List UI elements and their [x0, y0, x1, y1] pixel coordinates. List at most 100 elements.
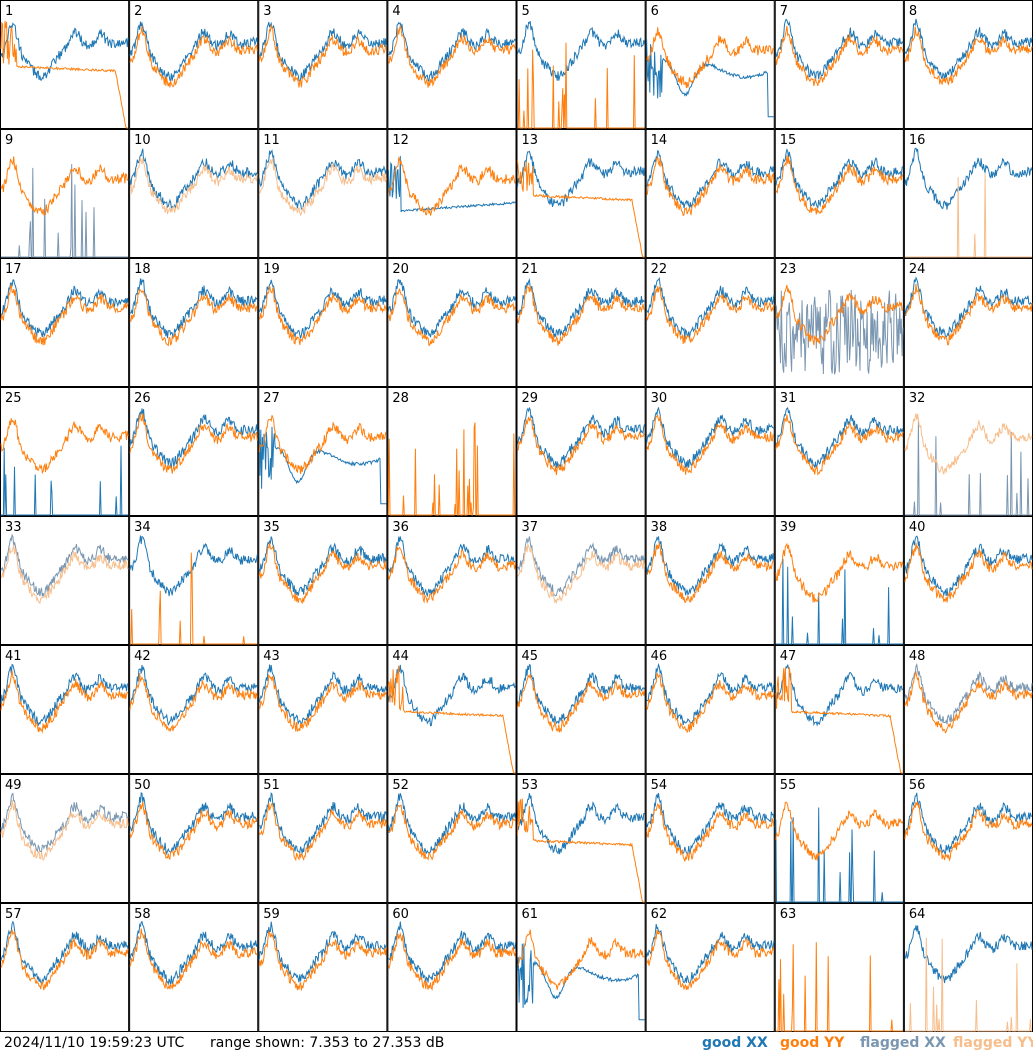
panel-number: 58	[134, 907, 151, 922]
panel-9: 9	[0, 129, 130, 258]
panel-number: 13	[522, 133, 539, 148]
panel-number: 45	[522, 649, 539, 664]
series-xx	[517, 21, 646, 81]
legend-flagged-yy: flagged YY	[953, 1035, 1033, 1051]
panel-number: 41	[5, 649, 22, 664]
series-xx	[129, 21, 258, 82]
series-yy	[387, 156, 516, 216]
panel-frame	[129, 645, 259, 774]
panel-21: 21	[516, 258, 646, 387]
panel-26: 26	[129, 387, 259, 516]
series-yy	[775, 542, 904, 603]
panel-number: 39	[780, 520, 797, 535]
series-xx	[0, 920, 129, 986]
series-yy	[517, 285, 645, 346]
series-yy	[258, 802, 387, 862]
panel-frame	[0, 129, 130, 258]
panel-58: 58	[129, 903, 259, 1032]
series-yy	[129, 801, 258, 861]
panel-number: 35	[263, 520, 280, 535]
panel-frame	[774, 0, 904, 129]
panel-number: 14	[651, 133, 668, 148]
series-yy	[646, 929, 775, 990]
panel-frame	[774, 645, 904, 774]
panel-frame	[645, 774, 775, 903]
panel-10: 10	[129, 129, 259, 258]
panel-number: 23	[780, 262, 797, 277]
panel-frame	[645, 258, 775, 387]
panel-number: 4	[392, 4, 400, 19]
series-yy	[0, 418, 129, 475]
panel-16: 16	[903, 129, 1033, 258]
series-xx	[258, 536, 387, 596]
panel-frame	[516, 774, 646, 903]
panel-frame	[0, 516, 130, 645]
panel-number: 19	[263, 262, 280, 277]
panel-number: 57	[5, 907, 22, 922]
panel-45: 45	[516, 645, 646, 774]
panel-number: 43	[263, 649, 280, 664]
panel-frame	[387, 387, 517, 516]
panel-frame	[516, 387, 646, 516]
series-yy	[646, 543, 774, 603]
panel-frame	[516, 129, 646, 258]
panel-number: 7	[780, 4, 788, 19]
series-yy	[0, 20, 129, 129]
series-yy	[517, 416, 646, 475]
panel-6: 6	[645, 0, 775, 129]
panel-24: 24	[903, 258, 1033, 387]
panel-41: 41	[0, 645, 130, 774]
panel-number: 10	[134, 133, 151, 148]
panel-frame	[774, 903, 904, 1032]
panel-number: 56	[909, 778, 926, 793]
panel-number: 27	[263, 391, 280, 406]
panel-30: 30	[645, 387, 775, 516]
series-yy	[258, 542, 387, 605]
series-yy	[904, 283, 1033, 346]
series-xx	[129, 792, 258, 856]
panel-number: 21	[522, 262, 539, 277]
series-xx	[646, 406, 775, 468]
series-yy	[129, 156, 258, 215]
panel-frame	[645, 903, 775, 1032]
series-yy	[388, 804, 516, 861]
panel-number: 61	[522, 907, 539, 922]
series-yy	[129, 672, 258, 733]
series-xx	[129, 148, 258, 210]
panel-frame	[387, 645, 517, 774]
panel-frame	[387, 0, 517, 129]
panel-number: 15	[780, 133, 797, 148]
series-yy	[129, 25, 258, 88]
panel-number: 31	[780, 391, 797, 406]
panel-number: 60	[392, 907, 409, 922]
panel-frame	[129, 0, 259, 129]
panel-number: 28	[392, 391, 409, 406]
panel-number: 51	[263, 778, 280, 793]
series-yy	[646, 156, 775, 217]
panel-32: 32	[903, 387, 1033, 516]
series-xx	[258, 149, 387, 210]
panel-number: 53	[522, 778, 539, 793]
panel-frame	[903, 774, 1033, 903]
series-yy	[517, 674, 646, 733]
series-xx	[259, 792, 387, 854]
range-readout: range shown: 7.353 to 27.353 dB	[210, 1035, 445, 1051]
series-xx	[775, 558, 903, 645]
series-xx	[0, 22, 129, 81]
panel-frame	[516, 516, 646, 645]
panel-number: 6	[651, 4, 659, 19]
panel-frame	[0, 258, 130, 387]
panel-number: 18	[134, 262, 151, 277]
panel-number: 5	[522, 4, 530, 19]
series-yy	[129, 928, 258, 990]
panel-number: 3	[263, 4, 271, 19]
panel-number: 11	[263, 133, 280, 148]
panel-frame	[387, 903, 517, 1032]
series-yy	[775, 25, 904, 87]
panel-15: 15	[774, 129, 904, 258]
panel-38: 38	[645, 516, 775, 645]
series-yy	[0, 544, 129, 605]
panel-18: 18	[129, 258, 259, 387]
panel-frame	[516, 0, 646, 129]
series-yy	[0, 670, 129, 734]
